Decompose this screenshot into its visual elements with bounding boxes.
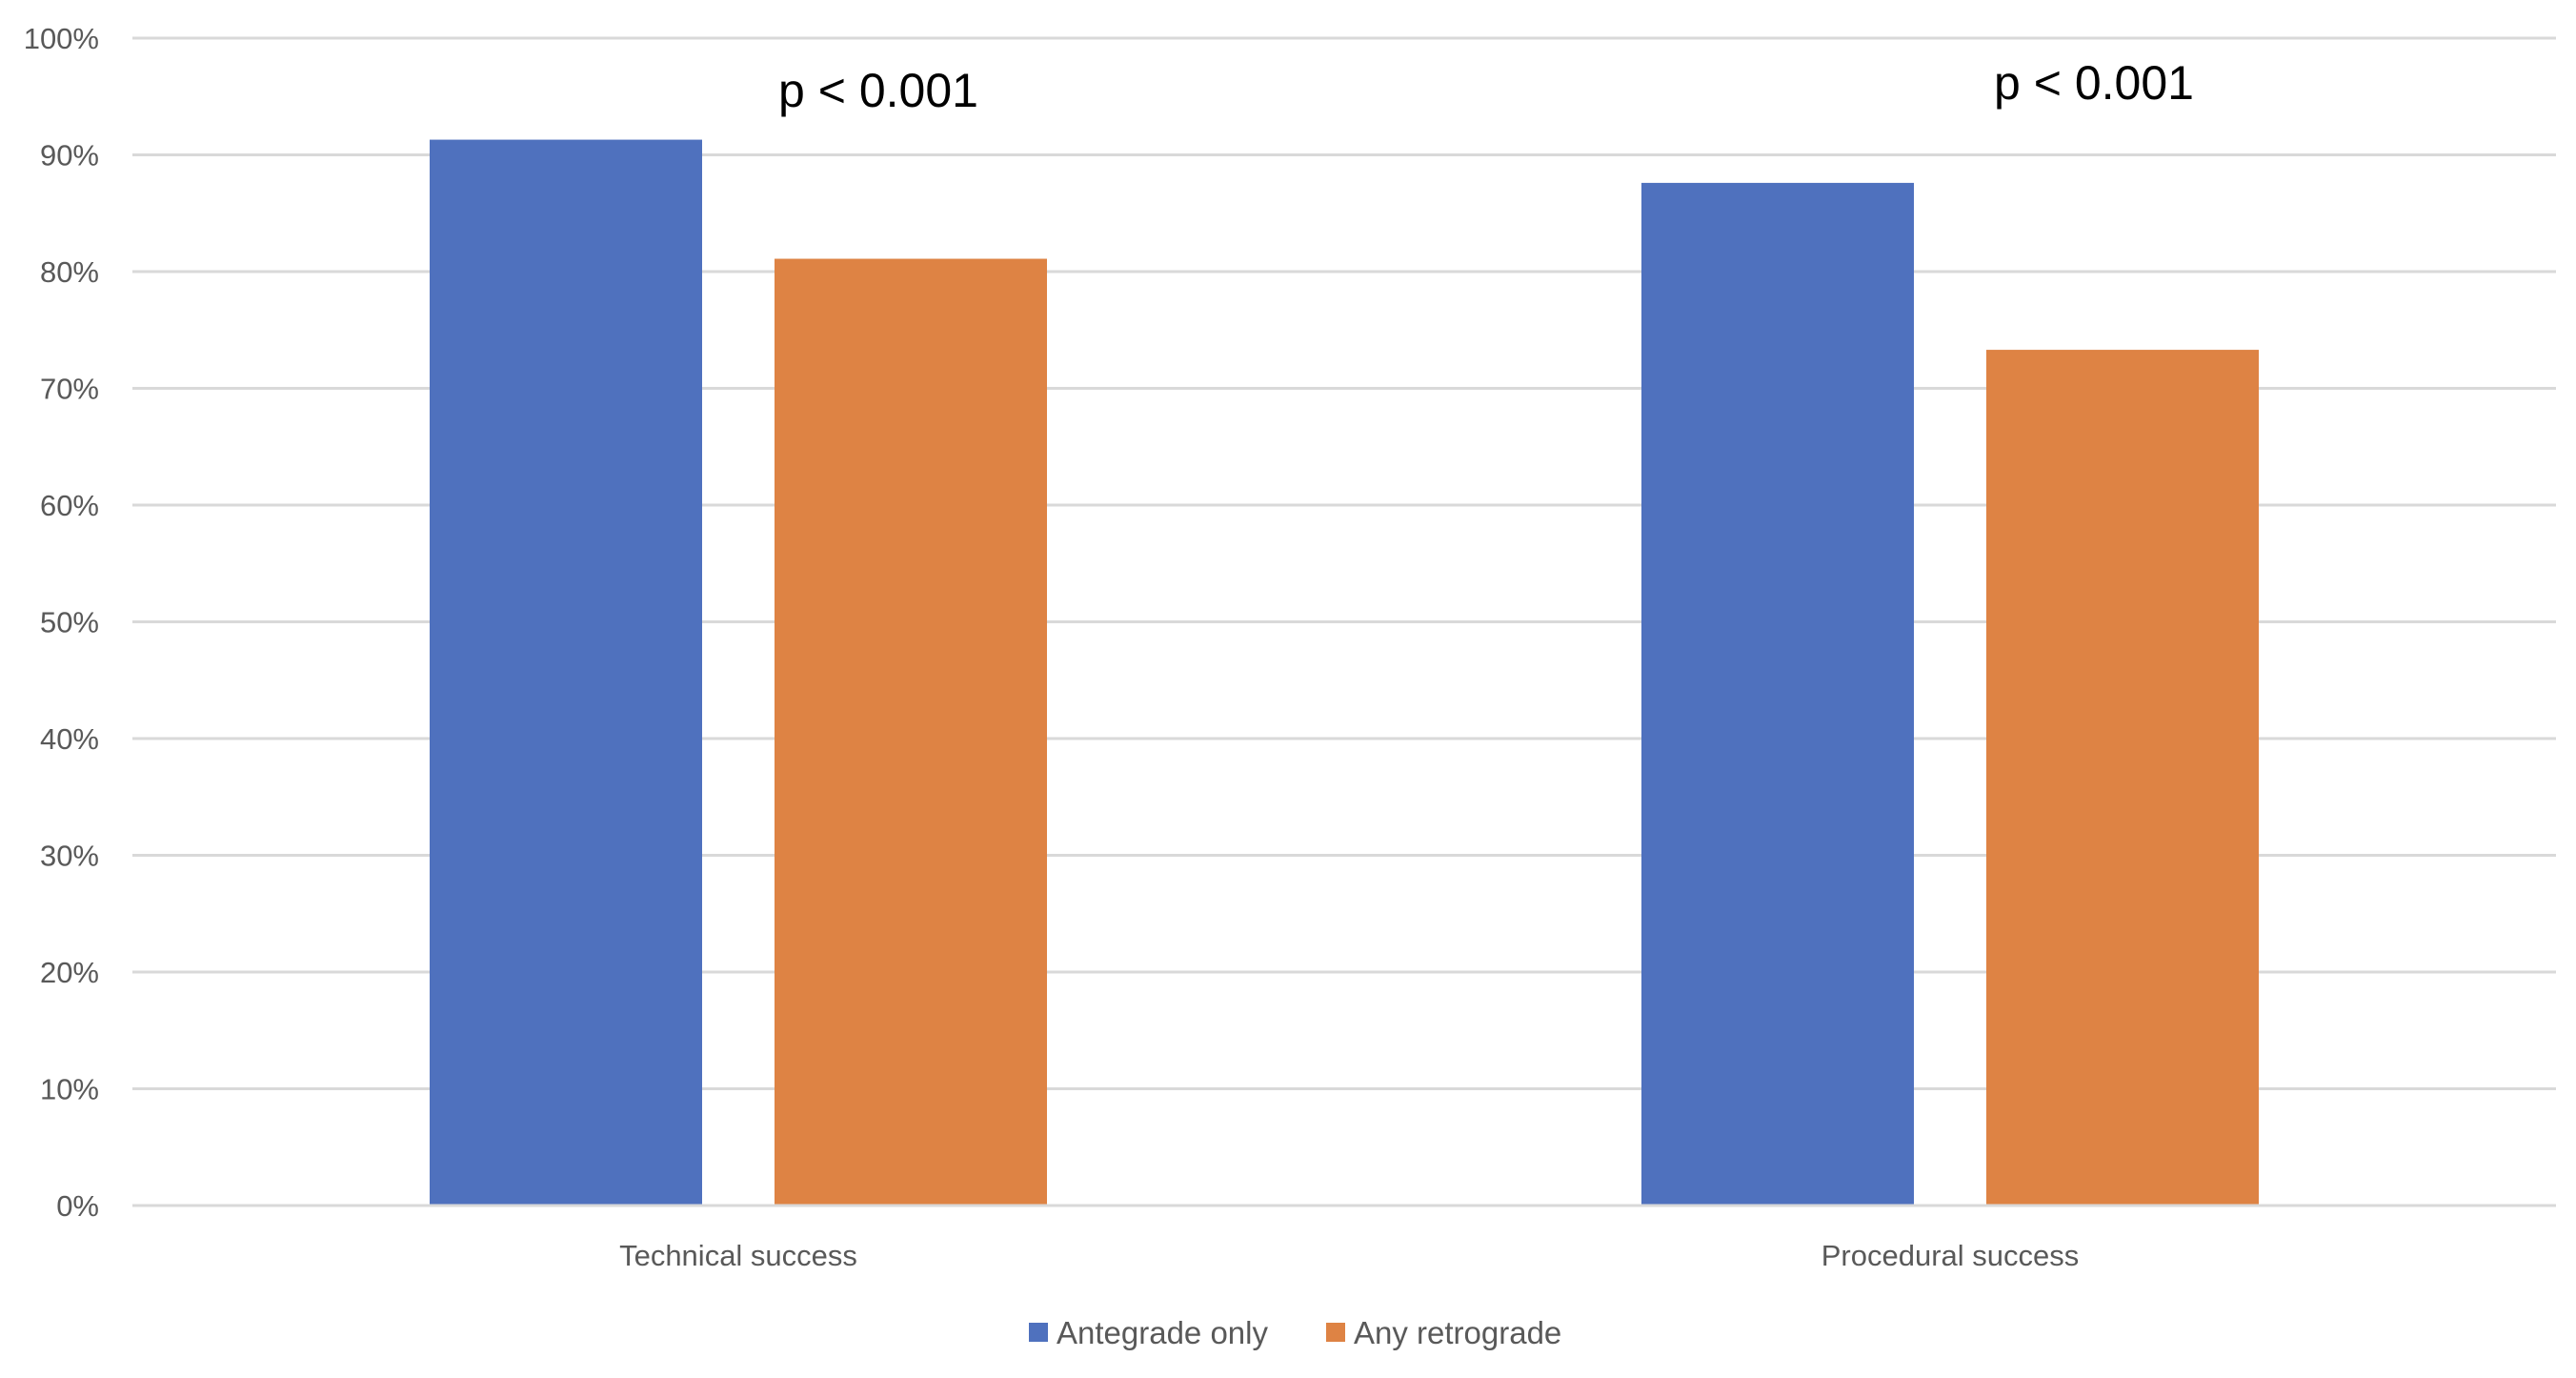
bar-any-retrograde: [775, 258, 1047, 1206]
p-value-annotation-procedural: p < 0.001: [1994, 56, 2194, 110]
x-axis-categories: Technical success Procedural success: [619, 1239, 2079, 1272]
y-tick-label: 100%: [24, 22, 99, 55]
y-tick-label: 40%: [40, 722, 99, 756]
y-tick-label: 20%: [40, 956, 99, 989]
y-tick-label: 0%: [56, 1189, 99, 1223]
legend-label: Any retrograde: [1354, 1315, 1561, 1350]
bar-antegrade-only: [1641, 182, 1914, 1206]
x-category-label: Technical success: [619, 1239, 857, 1272]
legend-label: Antegrade only: [1057, 1315, 1268, 1350]
y-tick-label: 10%: [40, 1073, 99, 1106]
y-axis-ticks: 0% 10% 20% 30% 40% 50% 60% 70% 80% 90% 100%: [24, 22, 99, 1223]
legend: Antegrade only Any retrograde: [1029, 1315, 1561, 1350]
y-tick-label: 80%: [40, 255, 99, 289]
y-tick-label: 70%: [40, 373, 99, 406]
y-tick-label: 30%: [40, 840, 99, 873]
bar-any-retrograde: [1986, 350, 2259, 1206]
y-tick-label: 50%: [40, 606, 99, 639]
p-value-annotation-technical: p < 0.001: [778, 64, 978, 117]
bars: [430, 139, 2259, 1206]
y-tick-label: 90%: [40, 139, 99, 172]
bar-antegrade-only: [430, 139, 702, 1206]
legend-swatch: [1029, 1323, 1048, 1342]
x-category-label: Procedural success: [1821, 1239, 2080, 1272]
legend-swatch: [1326, 1323, 1345, 1342]
y-tick-label: 60%: [40, 489, 99, 522]
